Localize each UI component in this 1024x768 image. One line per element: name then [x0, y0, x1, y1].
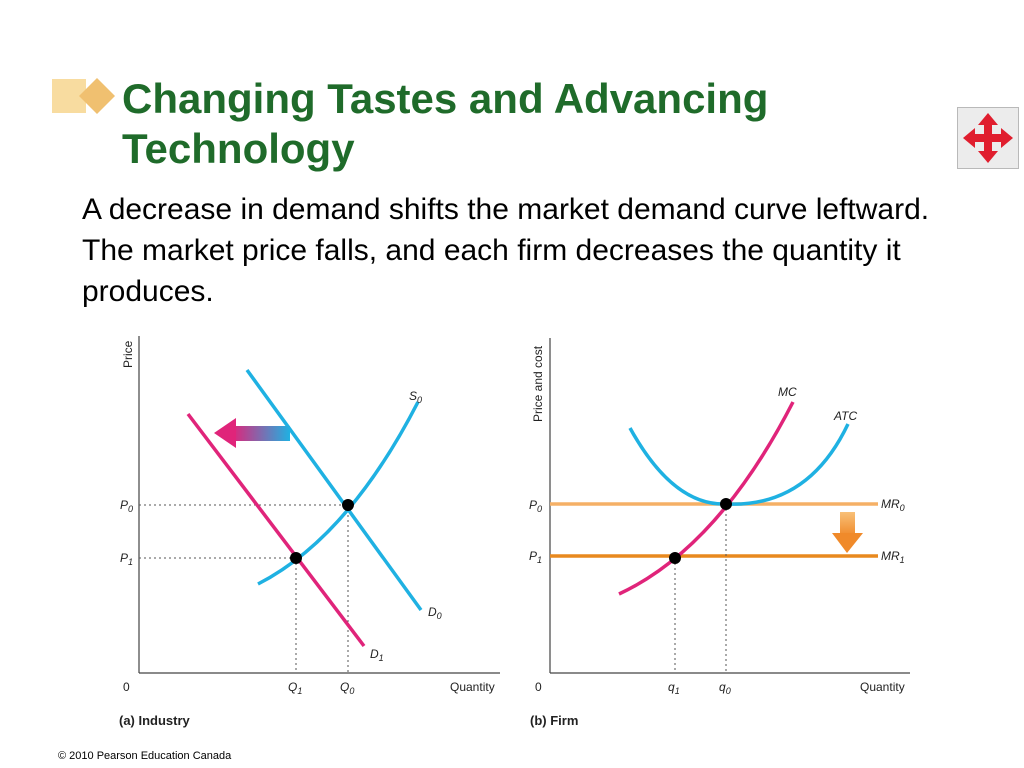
firm-chart: Price and cost Quantity 0 P0 P1 q1 q0 MC…: [529, 338, 910, 728]
title-bullet-icon: [52, 78, 115, 114]
supply-curve-s0: [257, 401, 420, 586]
tick-label-p1: P1: [120, 551, 133, 567]
curve-label-s0: S0: [409, 389, 422, 405]
slide-title: Changing Tastes and Advancing Technology: [122, 75, 769, 172]
downward-shift-arrow: [832, 512, 863, 553]
origin-label: 0: [535, 680, 542, 694]
tick-label-q1: Q1: [288, 680, 302, 696]
curve-label-mc: MC: [778, 385, 797, 399]
curve-label-d1: D1: [370, 647, 384, 663]
panel-label-industry: (a) Industry: [119, 713, 191, 728]
four-arrows-move-icon: [963, 113, 1013, 163]
equilibrium-point-initial: [342, 499, 354, 511]
tick-label-p0: P0: [529, 498, 542, 514]
marginal-cost-curve: [618, 401, 795, 596]
x-axis-label: Quantity: [450, 680, 495, 694]
demand-curve-d0: [245, 368, 423, 612]
x-axis-label: Quantity: [860, 680, 905, 694]
demand-curve-d1: [186, 412, 366, 648]
y-axis-label: Price and cost: [531, 345, 545, 422]
industry-chart: Price Quantity 0 P0 P1 Q1 Q0 S0 D0 D1 (a…: [119, 336, 500, 728]
curve-label-mr1: MR1: [881, 549, 905, 565]
copyright-footer: © 2010 Pearson Education Canada: [58, 750, 232, 762]
equilibrium-point-new: [669, 552, 681, 564]
leftward-shift-arrow: [214, 418, 290, 448]
tick-label-q0: q0: [719, 680, 731, 696]
body-text: A decrease in demand shifts the market d…: [82, 193, 930, 308]
curve-label-d0: D0: [428, 605, 442, 621]
navigation-button[interactable]: [957, 107, 1019, 169]
curve-label-atc: ATC: [833, 409, 857, 423]
origin-label: 0: [123, 680, 130, 694]
tick-label-p0: P0: [120, 498, 133, 514]
tick-label-q0: Q0: [340, 680, 354, 696]
y-axis-label: Price: [121, 340, 135, 368]
tick-label-p1: P1: [529, 549, 542, 565]
equilibrium-point-initial: [720, 498, 732, 510]
curve-label-mr0: MR0: [881, 497, 905, 513]
tick-label-q1: q1: [668, 680, 680, 696]
panel-label-firm: (b) Firm: [530, 713, 578, 728]
equilibrium-point-new: [290, 552, 302, 564]
